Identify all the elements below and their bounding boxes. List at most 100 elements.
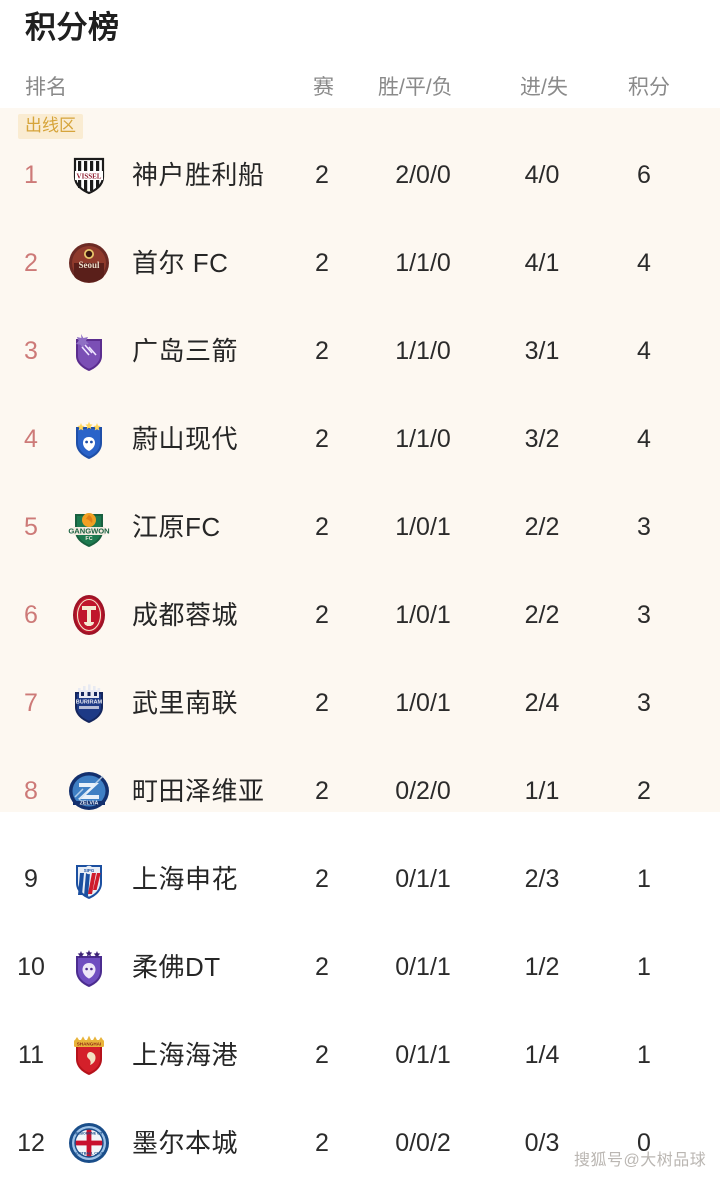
column-header-played: 赛 [313, 76, 334, 99]
column-header-goals: 进/失 [520, 76, 568, 99]
melbourne-city-logo: MELBOURNE CITY FOOTBALL CLUB [62, 1099, 116, 1187]
matches-played: 2 [315, 601, 329, 629]
goals-for-against: 2/4 [524, 689, 560, 717]
qualification-zone-badge: 出线区 [18, 114, 83, 139]
team-rank: 9 [24, 865, 38, 893]
goals-for-against: 1/4 [524, 1041, 560, 1069]
win-draw-loss: 1/0/1 [395, 689, 451, 717]
column-header-rank: 排名 [25, 76, 67, 99]
table-row[interactable]: 9 SIPG 上海申花 2 0/1/1 2/3 1 [0, 835, 720, 923]
win-draw-loss: 0/2/0 [395, 777, 451, 805]
table-row[interactable]: 7 BURIRAM 武里南联 2 1/0/1 2/4 3 [0, 659, 720, 747]
qualification-zone-band [0, 108, 720, 812]
goals-for-against: 1/1 [524, 777, 560, 805]
matches-played: 2 [315, 513, 329, 541]
table-row[interactable]: 2 Seoul 首尔 FC 2 1/1/0 4/1 4 [0, 219, 720, 307]
team-rank: 2 [24, 249, 38, 277]
team-name[interactable]: 成都蓉城 [132, 600, 239, 630]
vissel-kobe-logo: VISSEL [62, 131, 116, 219]
matches-played: 2 [315, 337, 329, 365]
svg-text:SHANGHAI: SHANGHAI [77, 1042, 102, 1047]
goals-for-against: 1/2 [524, 953, 560, 981]
table-row[interactable]: 3 广岛三箭 2 1/1/0 3/1 4 [0, 307, 720, 395]
column-header-wdl: 胜/平/负 [378, 76, 453, 99]
team-rank: 6 [24, 601, 38, 629]
table-row[interactable]: 12 MELBOURNE CITY FOOTBALL CLUB 墨尔本城 2 0/0/2 0… [0, 1099, 720, 1187]
buriram-united-logo: BURIRAM [62, 659, 116, 747]
sanfrecce-hiroshima-logo [62, 307, 116, 395]
win-draw-loss: 1/1/0 [395, 337, 451, 365]
team-points: 3 [637, 513, 651, 541]
svg-text:MELBOURNE CITY: MELBOURNE CITY [73, 1131, 106, 1135]
watermark: 搜狐号@大树品球 [574, 1152, 707, 1169]
page-title: 积分榜 [25, 10, 120, 45]
svg-text:GANGWON: GANGWON [68, 527, 109, 536]
gangwon-fc-logo: GANGWON FC [62, 483, 116, 571]
table-row[interactable]: 10 柔佛DT 2 0/1/1 1/2 1 [0, 923, 720, 1011]
goals-for-against: 0/3 [524, 1129, 560, 1157]
win-draw-loss: 1/1/0 [395, 425, 451, 453]
ulsan-hyundai-logo [62, 395, 116, 483]
team-name[interactable]: 蔚山现代 [132, 424, 239, 454]
table-header: 排名 赛 胜/平/负 进/失 积分 [0, 68, 720, 108]
goals-for-against: 3/2 [524, 425, 560, 453]
team-points: 3 [637, 689, 651, 717]
team-name[interactable]: 町田泽维亚 [132, 776, 265, 806]
table-row[interactable]: 1 VISSEL 神户胜利船 2 2/0/0 4/0 6 [0, 131, 720, 219]
team-name[interactable]: 墨尔本城 [132, 1128, 239, 1158]
team-name[interactable]: 神户胜利船 [132, 160, 265, 190]
goals-for-against: 4/0 [524, 161, 560, 189]
team-name[interactable]: 上海申花 [132, 864, 239, 894]
team-points: 4 [637, 337, 651, 365]
team-points: 4 [637, 249, 651, 277]
svg-text:Seoul: Seoul [78, 260, 100, 270]
win-draw-loss: 0/0/2 [395, 1129, 451, 1157]
machida-zelvia-logo: ZELVIA [62, 747, 116, 835]
team-name[interactable]: 首尔 FC [132, 248, 229, 278]
matches-played: 2 [315, 161, 329, 189]
table-row[interactable]: 4 蔚山现代 2 1/1/0 3/2 4 [0, 395, 720, 483]
team-rank: 1 [24, 161, 38, 189]
svg-text:ZELVIA: ZELVIA [80, 800, 99, 806]
team-points: 0 [637, 1129, 651, 1157]
team-name[interactable]: 柔佛DT [132, 952, 221, 982]
table-row[interactable]: 5 GANGWON FC 江原FC 2 1/0/1 2/2 3 [0, 483, 720, 571]
table-row[interactable]: 8 ZELVIA 町田泽维亚 2 0/2/0 1/1 2 [0, 747, 720, 835]
team-name[interactable]: 上海海港 [132, 1040, 239, 1070]
team-points: 3 [637, 601, 651, 629]
team-rank: 10 [17, 953, 45, 981]
table-row[interactable]: 11 SHANGHAI 上海海港 2 0/1/1 1/4 1 [0, 1011, 720, 1099]
shanghai-port-logo: SHANGHAI [62, 1011, 116, 1099]
team-points: 1 [637, 865, 651, 893]
team-rank: 5 [24, 513, 38, 541]
shanghai-shenhua-logo: SIPG [62, 835, 116, 923]
svg-text:VISSEL: VISSEL [77, 173, 102, 181]
team-points: 1 [637, 1041, 651, 1069]
team-rank: 4 [24, 425, 38, 453]
team-name[interactable]: 江原FC [132, 512, 221, 542]
table-row[interactable]: 6 成都蓉城 2 1/0/1 2/2 3 [0, 571, 720, 659]
chengdu-rongcheng-logo [62, 571, 116, 659]
win-draw-loss: 2/0/0 [395, 161, 451, 189]
win-draw-loss: 0/1/1 [395, 953, 451, 981]
team-points: 6 [637, 161, 651, 189]
win-draw-loss: 0/1/1 [395, 1041, 451, 1069]
matches-played: 2 [315, 689, 329, 717]
goals-for-against: 2/3 [524, 865, 560, 893]
johor-darul-tazim-logo [62, 923, 116, 1011]
matches-played: 2 [315, 953, 329, 981]
matches-played: 2 [315, 1129, 329, 1157]
win-draw-loss: 1/0/1 [395, 601, 451, 629]
team-points: 4 [637, 425, 651, 453]
team-name[interactable]: 广岛三箭 [132, 336, 239, 366]
goals-for-against: 2/2 [524, 513, 560, 541]
fc-seoul-logo: Seoul [62, 219, 116, 307]
team-name[interactable]: 武里南联 [132, 688, 239, 718]
matches-played: 2 [315, 1041, 329, 1069]
column-header-points: 积分 [628, 76, 670, 99]
team-rank: 12 [17, 1129, 45, 1157]
matches-played: 2 [315, 425, 329, 453]
goals-for-against: 2/2 [524, 601, 560, 629]
team-rank: 7 [24, 689, 38, 717]
win-draw-loss: 1/0/1 [395, 513, 451, 541]
